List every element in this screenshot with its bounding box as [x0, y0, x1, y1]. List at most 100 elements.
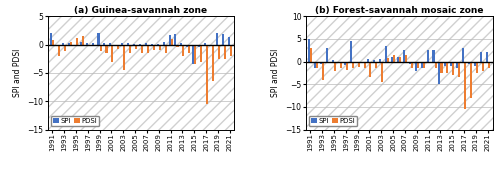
Bar: [129, 44, 131, 53]
Bar: [141, 44, 143, 53]
Bar: [470, 62, 472, 98]
Bar: [352, 62, 354, 68]
Bar: [62, 43, 64, 44]
Bar: [135, 44, 137, 49]
Bar: [376, 62, 378, 68]
Bar: [64, 44, 66, 51]
Bar: [174, 34, 176, 44]
Bar: [399, 57, 401, 62]
Bar: [468, 62, 470, 64]
Bar: [98, 33, 100, 44]
Bar: [426, 50, 428, 62]
Bar: [320, 62, 322, 64]
Bar: [370, 62, 372, 77]
Bar: [314, 62, 316, 68]
Bar: [480, 53, 482, 62]
Bar: [350, 41, 352, 62]
Bar: [186, 44, 188, 47]
Bar: [338, 62, 340, 63]
Bar: [385, 46, 387, 62]
Bar: [440, 62, 442, 73]
Bar: [346, 62, 348, 70]
Bar: [147, 44, 149, 53]
Bar: [58, 44, 60, 56]
Bar: [224, 44, 226, 59]
Bar: [452, 62, 454, 75]
Bar: [200, 44, 202, 62]
Bar: [368, 59, 370, 62]
Bar: [444, 62, 446, 66]
Bar: [316, 62, 318, 68]
Bar: [340, 62, 342, 68]
Bar: [210, 44, 212, 46]
Bar: [414, 62, 417, 71]
Bar: [322, 62, 324, 80]
Bar: [403, 50, 405, 62]
Bar: [198, 44, 200, 47]
Bar: [474, 62, 476, 66]
Bar: [420, 62, 422, 68]
Bar: [334, 62, 336, 71]
Legend: SPI, PDSI: SPI, PDSI: [309, 116, 358, 126]
Bar: [68, 43, 70, 44]
Bar: [391, 57, 393, 62]
Bar: [145, 43, 147, 44]
Bar: [422, 62, 425, 68]
Bar: [438, 62, 440, 84]
Bar: [162, 42, 164, 44]
Bar: [168, 35, 170, 44]
Bar: [411, 62, 413, 68]
Bar: [180, 43, 182, 44]
Bar: [356, 62, 358, 63]
Bar: [70, 42, 72, 44]
Bar: [405, 55, 407, 62]
Title: (a) Guinea-savannah zone: (a) Guinea-savannah zone: [74, 6, 208, 15]
Bar: [476, 62, 478, 73]
Bar: [344, 62, 346, 65]
Bar: [310, 48, 312, 62]
Bar: [82, 36, 84, 44]
Bar: [194, 44, 196, 64]
Bar: [364, 62, 366, 68]
Bar: [332, 60, 334, 62]
Bar: [379, 59, 382, 62]
Bar: [308, 39, 310, 62]
Bar: [458, 62, 460, 77]
Bar: [216, 33, 218, 44]
Bar: [228, 37, 230, 44]
Bar: [100, 44, 102, 51]
Bar: [488, 62, 490, 68]
Bar: [382, 62, 384, 82]
Bar: [127, 43, 129, 44]
Y-axis label: SPI and PDSI: SPI and PDSI: [13, 49, 22, 97]
Bar: [153, 44, 155, 50]
Bar: [121, 43, 123, 44]
Bar: [482, 62, 484, 71]
Bar: [206, 44, 208, 104]
Bar: [76, 38, 78, 44]
Bar: [432, 50, 434, 62]
Bar: [118, 44, 120, 49]
Bar: [115, 44, 117, 46]
Bar: [74, 44, 76, 46]
Legend: SPI, PDSI: SPI, PDSI: [51, 116, 100, 126]
Bar: [464, 62, 466, 109]
Bar: [110, 43, 112, 44]
Bar: [446, 62, 448, 73]
Bar: [56, 44, 58, 46]
Bar: [409, 62, 411, 64]
Bar: [393, 55, 395, 62]
Bar: [112, 44, 114, 62]
Bar: [106, 44, 108, 53]
Bar: [417, 62, 419, 68]
Bar: [374, 60, 376, 62]
Bar: [212, 44, 214, 81]
Bar: [192, 44, 194, 64]
Bar: [86, 43, 87, 44]
Bar: [80, 42, 82, 44]
Bar: [326, 48, 328, 62]
Y-axis label: SPI and PDSI: SPI and PDSI: [271, 49, 280, 97]
Bar: [182, 44, 184, 56]
Bar: [434, 62, 436, 68]
Bar: [176, 44, 178, 47]
